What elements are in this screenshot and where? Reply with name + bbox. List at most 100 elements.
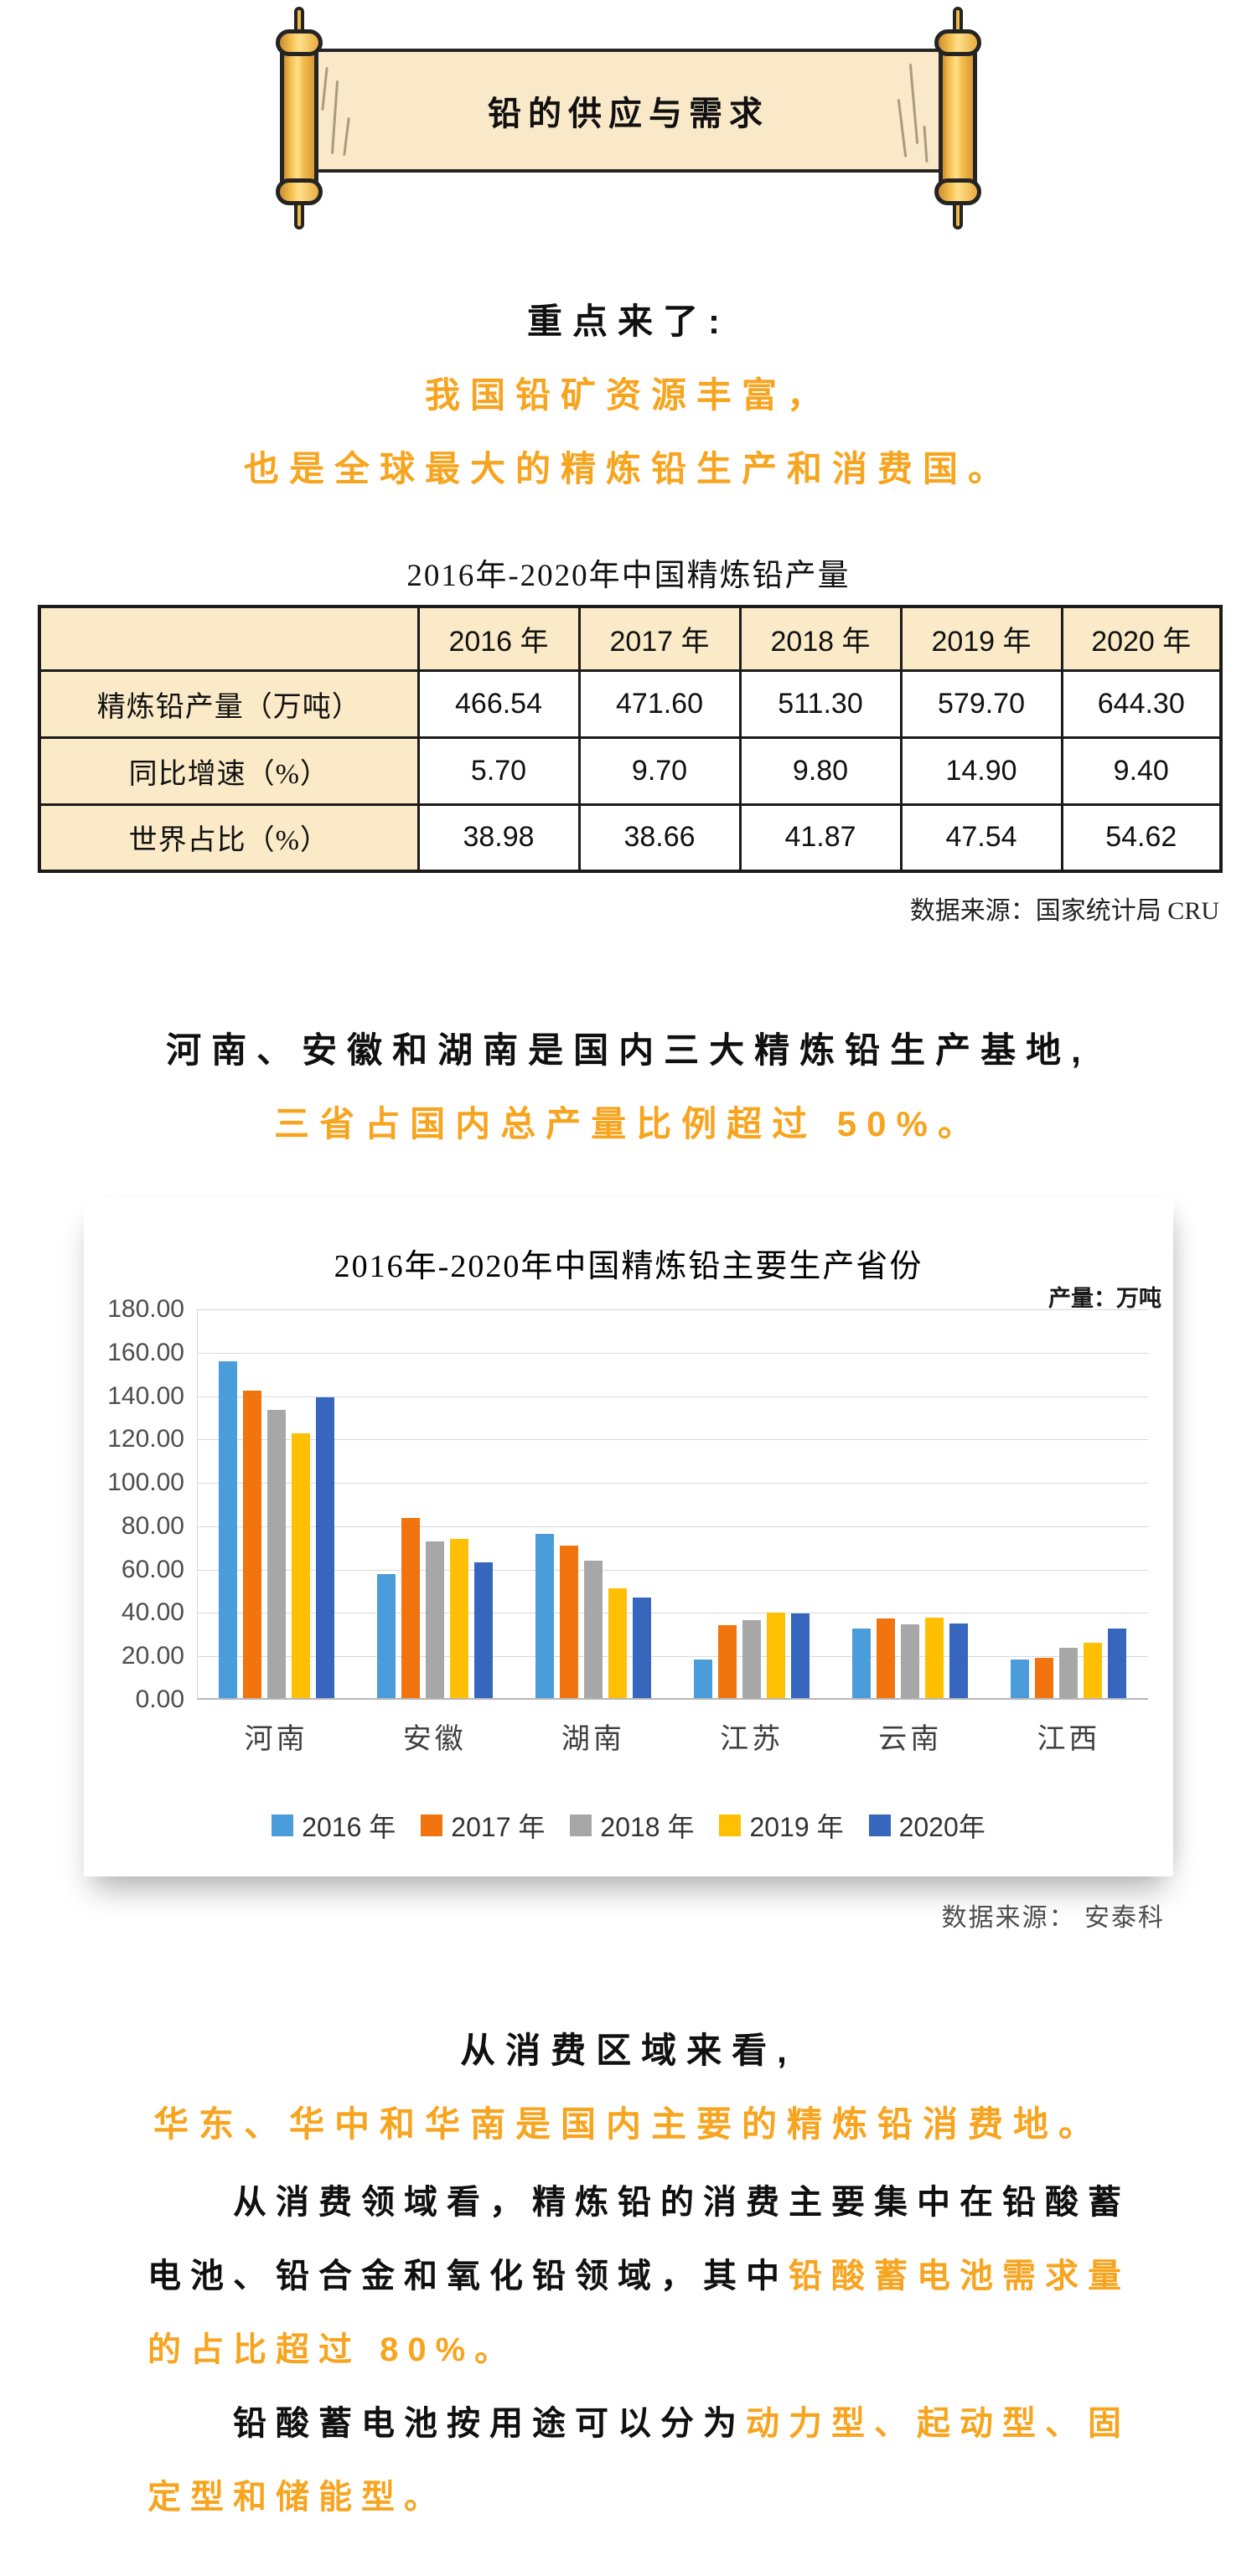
- legend-label: 2016 年: [302, 1812, 396, 1842]
- table-cell: 38.66: [577, 803, 742, 873]
- text-run: 电池、铅合金和氧化铅领域，其中: [147, 2258, 789, 2295]
- x-axis-labels: 河南 安徽 湖南 江苏 云南 江西: [197, 1716, 1148, 1757]
- parchment-crease: [343, 116, 350, 157]
- bar: [718, 1625, 737, 1698]
- bar: [1035, 1657, 1054, 1698]
- table-cell: 14.90: [899, 736, 1063, 806]
- scroll-parchment: 铅的供应与需求: [310, 49, 947, 173]
- intro-heading: 重点来了:: [527, 302, 730, 341]
- bar-group: [831, 1309, 990, 1698]
- table-cell: 47.54: [899, 803, 1063, 873]
- roller-collar: [934, 178, 981, 205]
- mid-heading: 河南、安徽和湖南是国内三大精炼铅生产基地,: [166, 1030, 1091, 1070]
- consumption-paragraphs: 从消费领域看，精炼铅的消费主要集中在铅酸蓄电池、铅合金和氧化铅领域，其中铅酸蓄电…: [147, 2175, 1203, 2543]
- x-axis-label: 江苏: [720, 1724, 784, 1755]
- table-title: 2016年-2020年中国精炼铅产量: [406, 559, 851, 593]
- table-cell: 54.62: [1060, 803, 1223, 873]
- bar: [474, 1562, 494, 1698]
- table-cell: 466.54: [416, 669, 581, 739]
- parchment-crease: [908, 64, 919, 144]
- gridline: [198, 1352, 1148, 1354]
- bar: [1059, 1647, 1079, 1698]
- bar: [1084, 1643, 1103, 1698]
- text-run: 动力型、起动型、固: [746, 2405, 1130, 2442]
- consumption-heading: 从消费区域来看,: [460, 2031, 797, 2070]
- legend-item: 2016 年: [272, 1806, 396, 1845]
- table-cell: 38.98: [416, 803, 581, 873]
- table-cell: 471.60: [577, 669, 742, 739]
- year-header: 2017 年: [577, 605, 742, 672]
- table-cell: 511.30: [738, 669, 903, 739]
- bar: [243, 1391, 262, 1698]
- bar-group: [198, 1309, 356, 1698]
- gridline: [198, 1309, 1148, 1310]
- x-axis-label: 安徽: [402, 1724, 467, 1755]
- paragraph-line: 的占比超过 80%。: [147, 2322, 1203, 2368]
- y-tick-label: 100.00: [107, 1469, 184, 1497]
- chart-legend: 2016 年 2017 年 2018 年 2019 年 2020年: [84, 1806, 1173, 1845]
- y-axis-ticks: 180.00 160.00 140.00 120.00 100.00 80.00 60.00…: [84, 1295, 184, 1713]
- scroll-banner: 铅的供应与需求: [276, 5, 981, 231]
- parchment-crease: [897, 99, 908, 157]
- bar: [535, 1533, 555, 1698]
- bar: [450, 1538, 469, 1698]
- bar: [426, 1541, 445, 1698]
- bar-group: [356, 1309, 515, 1698]
- bar: [219, 1360, 238, 1698]
- x-axis-label: 云南: [878, 1724, 943, 1755]
- table-row: 世界占比（%） 38.98 38.66 41.87 47.54 54.62: [38, 803, 1223, 873]
- table-cell: 9.70: [577, 736, 742, 806]
- legend-swatch: [570, 1815, 592, 1836]
- legend-item: 2018 年: [570, 1806, 694, 1845]
- bar: [1108, 1628, 1127, 1698]
- parchment-crease: [321, 66, 328, 111]
- bar: [584, 1561, 603, 1698]
- legend-label: 2018 年: [600, 1812, 695, 1842]
- legend-label: 2017 年: [451, 1812, 546, 1842]
- bar: [742, 1620, 762, 1698]
- legend-item: 2020年: [868, 1806, 985, 1845]
- gridline: [198, 1396, 1148, 1397]
- legend-item: 2017 年: [421, 1806, 545, 1845]
- row-label: 世界占比（%）: [38, 803, 420, 873]
- gridline: [198, 1656, 1148, 1658]
- paragraph-line: 定型和储能型。: [147, 2470, 1203, 2516]
- chart-data-source: 数据来源： 安泰科: [941, 1904, 1165, 1932]
- table-header-row: 2016 年 2017 年 2018 年 2019 年 2020 年: [38, 605, 1223, 672]
- year-header: 2019 年: [899, 605, 1063, 672]
- scroll-roller-right: [934, 29, 981, 205]
- bar: [949, 1623, 969, 1698]
- text-run: 铅酸蓄电池需求量: [789, 2258, 1130, 2295]
- table-row: 精炼铅产量（万吨） 466.54 471.60 511.30 579.70 64…: [38, 669, 1223, 739]
- gridline: [198, 1439, 1148, 1441]
- y-tick-label: 40.00: [121, 1598, 184, 1627]
- bar: [877, 1618, 896, 1698]
- x-axis-label: 江西: [1037, 1724, 1101, 1755]
- y-tick-label: 140.00: [107, 1381, 184, 1410]
- text-run: 从消费领域看，精炼铅的消费主要集中在铅酸蓄: [233, 2184, 1130, 2221]
- paragraph-line: 从消费领域看，精炼铅的消费主要集中在铅酸蓄: [147, 2175, 1203, 2221]
- page-title: 铅的供应与需求: [488, 96, 769, 132]
- legend-swatch: [272, 1815, 294, 1836]
- mid-highlight: 三省占国内总产量比例超过 50%。: [274, 1104, 983, 1143]
- bar-chart-card: 2016年-2020年中国精炼铅主要生产省份 产量：万吨 180.00 160.0…: [84, 1198, 1173, 1877]
- parchment-crease: [330, 80, 339, 154]
- chart-unit-label: 产量：万吨: [1048, 1286, 1161, 1311]
- paragraph-line: 电池、铅合金和氧化铅领域，其中铅酸蓄电池需求量: [147, 2248, 1203, 2295]
- bar-group: [673, 1309, 831, 1698]
- legend-swatch: [719, 1815, 742, 1836]
- text-run: 的占比超过 80%。: [147, 2331, 518, 2368]
- table-cell: 579.70: [899, 669, 1063, 739]
- legend-label: 2019 年: [749, 1812, 844, 1842]
- bar: [767, 1613, 786, 1698]
- gridline: [198, 1569, 1148, 1571]
- bar-group: [990, 1309, 1148, 1698]
- production-table: 2016 年 2017 年 2018 年 2019 年 2020 年 精炼铅产量…: [38, 605, 1223, 873]
- intro-highlight-1: 我国铅矿资源丰富，: [424, 375, 832, 415]
- scroll-roller-left: [276, 29, 323, 205]
- bar: [560, 1545, 579, 1698]
- bar: [852, 1629, 872, 1698]
- bar: [694, 1659, 713, 1698]
- bar: [1011, 1659, 1030, 1698]
- y-tick-label: 120.00: [107, 1425, 184, 1453]
